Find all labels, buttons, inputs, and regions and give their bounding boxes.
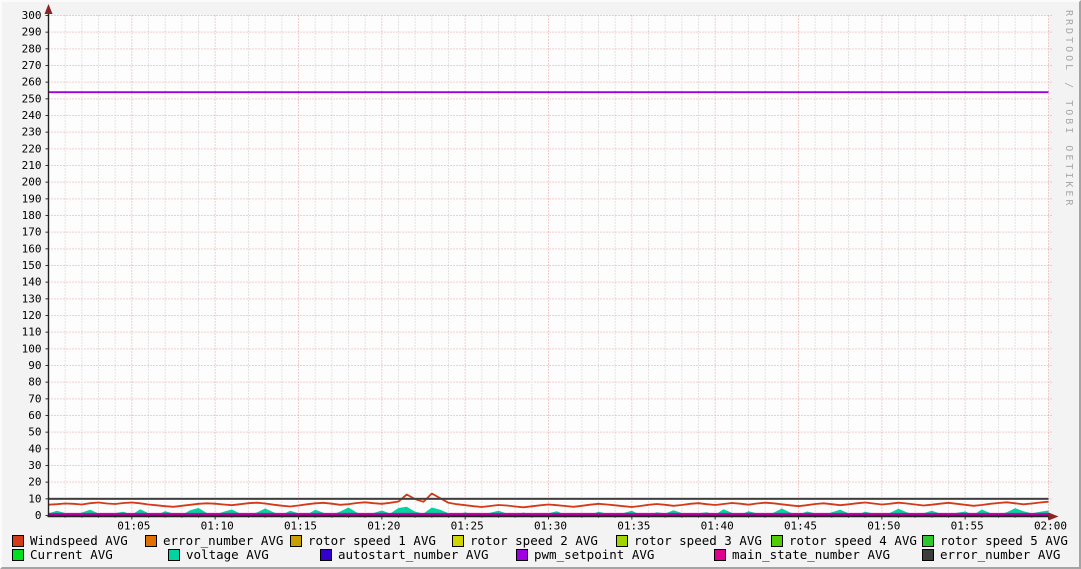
x-axis-tick-label: 01:30 xyxy=(534,520,567,533)
y-axis-tick-label: 220 xyxy=(22,142,42,155)
y-axis-tick-label: 70 xyxy=(28,392,41,405)
y-axis-tick-label: 190 xyxy=(22,192,42,205)
y-axis-tick-label: 10 xyxy=(28,492,41,505)
x-axis-tick-label: 01:50 xyxy=(867,520,900,533)
y-axis-arrow xyxy=(44,4,53,14)
y-axis-tick-label: 60 xyxy=(28,409,41,422)
y-axis-tick-label: 90 xyxy=(28,359,41,372)
x-axis-tick-label: 01:25 xyxy=(451,520,484,533)
x-axis-tick-label: 01:15 xyxy=(284,520,317,533)
y-axis-tick-label: 210 xyxy=(22,159,42,172)
y-axis-tick-label: 270 xyxy=(22,59,42,72)
y-axis-tick-label: 20 xyxy=(28,476,41,489)
x-axis-arrow xyxy=(1048,512,1059,521)
y-axis-tick-label: 130 xyxy=(22,292,42,305)
x-axis-tick-label: 01:20 xyxy=(367,520,400,533)
y-axis-tick-label: 30 xyxy=(28,459,41,472)
x-axis-tick-label: 01:55 xyxy=(951,520,984,533)
y-axis-tick-label: 40 xyxy=(28,442,41,455)
y-axis-tick-label: 230 xyxy=(22,126,42,139)
x-axis-tick-label: 01:35 xyxy=(617,520,650,533)
y-axis-tick-label: 100 xyxy=(22,342,42,355)
x-axis-tick-label: 01:05 xyxy=(117,520,150,533)
y-axis-tick-label: 200 xyxy=(22,176,42,189)
y-axis-tick-label: 300 xyxy=(22,9,42,22)
y-axis-tick-label: 110 xyxy=(22,326,42,339)
y-axis-tick-label: 280 xyxy=(22,42,42,55)
y-axis-tick-label: 250 xyxy=(22,92,42,105)
x-axis-tick-label: 02:00 xyxy=(1034,520,1067,533)
y-axis-tick-label: 150 xyxy=(22,259,42,272)
y-axis-tick-label: 140 xyxy=(22,276,42,289)
x-axis-tick-label: 01:45 xyxy=(784,520,817,533)
y-axis-tick-label: 240 xyxy=(22,109,42,122)
y-axis-tick-label: 50 xyxy=(28,426,41,439)
y-axis-tick-label: 0 xyxy=(35,509,42,522)
y-axis-tick-label: 170 xyxy=(22,226,42,239)
y-axis-tick-label: 160 xyxy=(22,242,42,255)
x-axis-tick-label: 01:40 xyxy=(701,520,734,533)
y-axis-tick-label: 180 xyxy=(22,209,42,222)
y-axis-tick-label: 80 xyxy=(28,376,41,389)
y-axis-tick-label: 260 xyxy=(22,76,42,89)
x-axis-tick-label: 01:10 xyxy=(201,520,234,533)
y-axis-tick-label: 290 xyxy=(22,26,42,39)
series-windspeed-avg-line xyxy=(48,492,1049,509)
watermark: RRDTOOL / TOBI OETIKER xyxy=(1063,10,1074,209)
y-axis-tick-label: 120 xyxy=(22,309,42,322)
